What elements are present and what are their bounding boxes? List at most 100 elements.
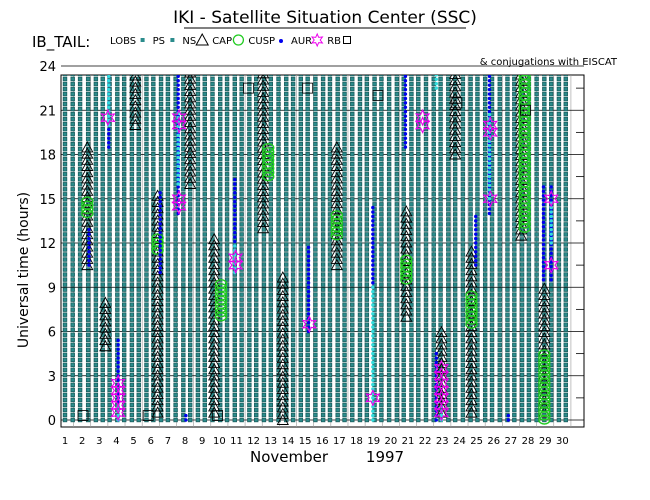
lobs-ps-marker	[144, 367, 149, 373]
lobs-ps-marker	[431, 342, 436, 347]
lobs-ps-marker	[290, 342, 296, 347]
lobs-ps-marker	[386, 177, 392, 182]
lobs-ps-marker	[100, 172, 105, 177]
lobs-ps-marker	[327, 157, 333, 162]
lobs-ps-marker	[526, 417, 532, 423]
lobs-ps-marker	[298, 302, 304, 307]
lobs-ps-marker	[350, 67, 354, 71]
lobs-ps-marker	[482, 397, 488, 403]
lobs-ps-marker	[284, 106, 289, 112]
lobs-ps-marker	[195, 86, 201, 92]
lobs-ps-marker	[372, 252, 377, 257]
lobs-ps-marker	[202, 162, 207, 167]
lobs-ps-marker	[549, 327, 554, 332]
lobs-ps-marker	[364, 136, 370, 142]
lobs-ps-marker	[93, 287, 99, 292]
lobs-ps-marker	[489, 402, 495, 408]
lobs-ps-marker	[284, 237, 289, 242]
lobs-ps-marker	[195, 91, 201, 97]
lobs-ps-marker	[85, 297, 91, 302]
lobs-ps-marker	[482, 307, 488, 312]
lobs-ps-marker	[512, 247, 517, 252]
lobs-ps-marker	[268, 282, 273, 287]
lobs-ps-marker	[446, 146, 451, 152]
lobs-ps-marker	[305, 402, 310, 408]
lobs-ps-marker	[218, 126, 223, 132]
lobs-ps-marker	[144, 207, 149, 212]
lobs-ps-marker	[372, 81, 377, 87]
lobs-ps-marker	[247, 232, 252, 237]
lobs-ps-marker	[284, 232, 289, 237]
lobs-ps-marker	[284, 152, 289, 157]
lobs-ps-marker	[115, 332, 120, 337]
lobs-ps-marker	[100, 367, 105, 373]
lobs-ps-marker	[519, 342, 525, 347]
legend-label-rb: RB	[327, 36, 341, 47]
lobs-ps-marker	[320, 202, 326, 207]
lobs-ps-marker	[556, 327, 562, 332]
lobs-ps-marker	[239, 292, 244, 297]
lobs-ps-marker	[482, 287, 488, 292]
lobs-ps-marker	[313, 267, 318, 272]
lobs-ps-marker	[432, 67, 436, 71]
lobs-ps-marker	[187, 202, 193, 207]
lobs-ps-marker	[144, 407, 149, 413]
lobs-ps-marker	[497, 387, 502, 393]
lobs-ps-marker	[534, 377, 539, 383]
lobs-ps-marker	[497, 352, 502, 358]
lobs-ps-marker	[563, 377, 568, 383]
lobs-ps-marker	[93, 157, 99, 162]
lobs-ps-marker	[290, 387, 296, 393]
lobs-ps-marker	[247, 222, 252, 227]
lobs-ps-marker	[298, 337, 304, 342]
lobs-ps-marker	[77, 297, 83, 302]
lobs-ps-marker	[327, 407, 333, 413]
lobs-ps-marker	[497, 182, 502, 187]
lobs-ps-marker	[313, 242, 318, 247]
lobs-ps-marker	[497, 402, 502, 408]
lobs-ps-marker	[364, 262, 370, 267]
lobs-ps-marker	[158, 86, 164, 92]
lobs-ps-marker	[202, 312, 207, 317]
lobs-ps-marker	[187, 182, 193, 187]
lobs-ps-marker	[70, 96, 75, 102]
lobs-ps-marker	[121, 262, 127, 267]
lobs-ps-marker	[452, 242, 458, 247]
lobs-ps-marker	[173, 412, 178, 418]
lobs-ps-marker	[556, 277, 562, 282]
lobs-ps-marker	[534, 167, 539, 172]
lobs-ps-marker	[372, 202, 377, 207]
lobs-ps-marker	[224, 86, 230, 92]
lobs-ps-marker	[446, 96, 451, 102]
lobs-ps-marker	[386, 247, 392, 252]
lobs-ps-marker	[284, 91, 289, 97]
lobs-ps-marker	[290, 412, 296, 418]
lobs-ps-marker	[165, 101, 171, 107]
lobs-ps-marker	[239, 347, 244, 352]
lobs-ps-marker	[563, 202, 568, 207]
lobs-ps-marker	[158, 91, 164, 97]
lobs-ps-marker	[497, 111, 502, 117]
lobs-ps-marker	[350, 162, 355, 167]
lobs-ps-marker	[136, 327, 141, 332]
lobs-ps-marker	[181, 267, 186, 272]
lobs-ps-marker	[284, 227, 289, 232]
lobs-ps-marker	[497, 287, 502, 292]
lobs-ps-marker	[268, 362, 273, 368]
lobs-ps-marker	[526, 75, 532, 77]
lobs-ps-marker	[77, 362, 83, 368]
lobs-ps-marker	[342, 116, 347, 122]
lobs-ps-marker	[70, 86, 75, 92]
lobs-ps-marker	[357, 187, 363, 192]
lobs-ps-marker	[320, 282, 326, 287]
lobs-ps-marker	[394, 257, 400, 262]
lobs-ps-marker	[526, 242, 532, 247]
lobs-ps-marker	[482, 392, 488, 398]
lobs-ps-marker	[475, 157, 480, 162]
lobs-ps-marker	[482, 372, 488, 378]
lobs-ps-marker	[409, 91, 414, 97]
region-label: IB_TAIL:	[32, 33, 90, 52]
lobs-ps-marker	[343, 67, 347, 71]
lobs-ps-marker	[512, 192, 517, 197]
lobs-ps-marker	[107, 367, 112, 373]
